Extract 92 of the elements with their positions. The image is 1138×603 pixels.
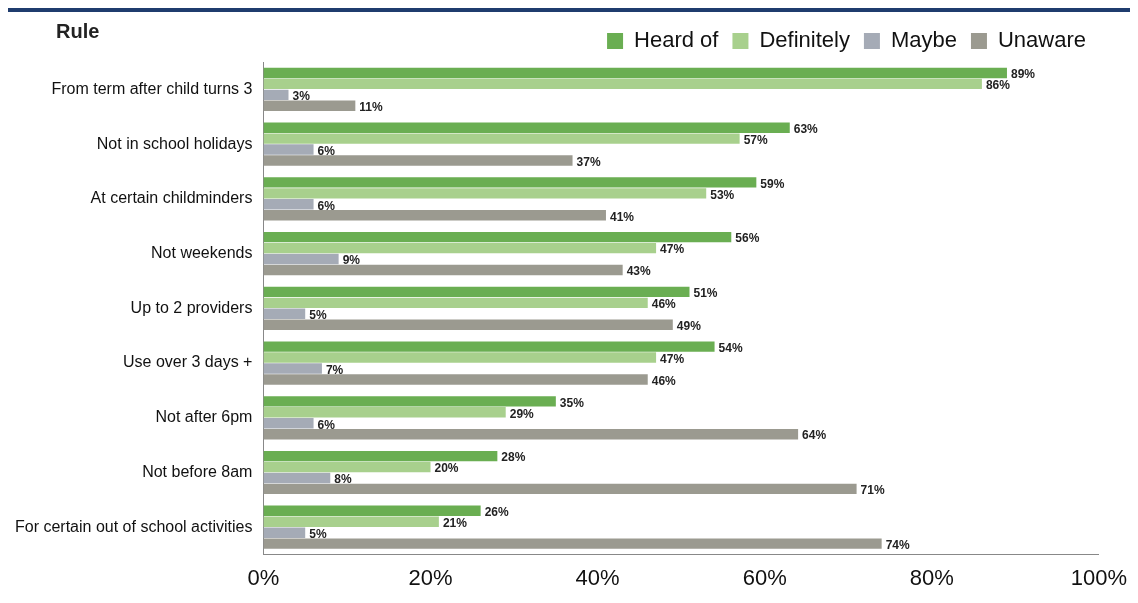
- data-label: 63%: [793, 121, 819, 136]
- x-tick-label: 0%: [247, 564, 280, 590]
- bar: [263, 78, 982, 90]
- y-tick-label: Up to 2 providers: [130, 298, 253, 316]
- bar: [263, 210, 606, 221]
- data-label: 35%: [559, 395, 585, 410]
- y-tick-label: Not before 8am: [142, 462, 253, 480]
- bar: [263, 396, 556, 407]
- bar: [263, 297, 648, 309]
- data-label: 20%: [434, 461, 459, 476]
- data-label: 51%: [693, 286, 718, 301]
- data-label: 6%: [317, 417, 336, 432]
- data-label: 6%: [317, 143, 336, 158]
- data-label: 7%: [325, 362, 344, 377]
- data-label: 89%: [1010, 67, 1036, 82]
- bar: [263, 122, 790, 133]
- x-tick-label: 100%: [1070, 564, 1128, 590]
- bar: [263, 450, 498, 462]
- data-label: 5%: [309, 527, 327, 542]
- bar: [263, 341, 715, 352]
- data-label: 64%: [802, 428, 827, 443]
- data-label: 37%: [576, 154, 601, 169]
- bar: [263, 133, 740, 144]
- data-label: 28%: [501, 450, 526, 465]
- data-label: 21%: [442, 516, 468, 531]
- bar: [263, 363, 322, 374]
- x-tick-label: 20%: [408, 564, 453, 590]
- data-label: 9%: [342, 253, 361, 268]
- data-label: 41%: [609, 209, 635, 224]
- bar: [263, 374, 648, 385]
- bar: [263, 483, 857, 495]
- data-label: 5%: [309, 308, 327, 323]
- bar: [263, 253, 339, 265]
- bar: [263, 231, 732, 243]
- data-label: 29%: [509, 406, 535, 421]
- data-label: 3%: [292, 89, 311, 104]
- bar: [263, 199, 314, 210]
- bar: [263, 516, 439, 527]
- bar: [263, 264, 623, 276]
- bar: [263, 286, 690, 298]
- bar: [263, 155, 573, 166]
- data-label: 43%: [626, 264, 652, 279]
- y-tick-label: For certain out of school activities: [15, 517, 253, 535]
- bar: [263, 472, 331, 484]
- y-tick-label: At certain childminders: [90, 189, 253, 207]
- legend-label: Unaware: [997, 27, 1086, 53]
- data-label: 46%: [651, 297, 677, 312]
- bar: [263, 538, 882, 549]
- y-tick-label: From term after child turns 3: [51, 79, 253, 97]
- data-label: 46%: [651, 373, 677, 388]
- x-tick-label: 80%: [909, 564, 954, 590]
- bar: [263, 188, 707, 199]
- data-label: 8%: [334, 472, 352, 487]
- bar: [263, 67, 1007, 79]
- y-tick-label: Not in school holidays: [96, 134, 253, 152]
- data-label: 57%: [743, 132, 768, 147]
- data-label: 74%: [885, 537, 910, 552]
- y-axis-title: Rule: [56, 19, 100, 42]
- y-tick-label: Not after 6pm: [155, 408, 253, 426]
- y-tick-label: Not weekends: [151, 243, 253, 261]
- data-label: 6%: [317, 198, 336, 213]
- bar: [263, 144, 314, 155]
- legend-label: Definitely: [759, 27, 850, 53]
- bar: [263, 308, 306, 319]
- data-label: 49%: [676, 319, 702, 334]
- data-label: 47%: [660, 242, 685, 257]
- data-label: 56%: [735, 231, 760, 246]
- legend-label: Maybe: [890, 27, 957, 53]
- legend-label: Heard of: [634, 27, 720, 53]
- bar: [263, 505, 481, 517]
- bar: [263, 407, 506, 418]
- x-tick-label: 60%: [742, 564, 787, 590]
- data-label: 11%: [359, 100, 384, 115]
- bar: [263, 242, 657, 254]
- y-tick-label: Use over 3 days +: [123, 353, 253, 371]
- bar: [263, 100, 356, 111]
- bar: [263, 461, 431, 473]
- data-label: 59%: [760, 176, 785, 191]
- bar: [263, 177, 757, 188]
- data-label: 26%: [484, 505, 509, 520]
- bar: [263, 319, 673, 330]
- data-label: 54%: [718, 340, 743, 355]
- data-label: 53%: [710, 187, 735, 202]
- bar: [263, 89, 289, 101]
- bar: [263, 352, 657, 363]
- bar: [263, 418, 314, 429]
- bar: [263, 527, 306, 538]
- x-tick-label: 40%: [575, 564, 620, 590]
- data-label: 86%: [985, 78, 1011, 93]
- data-label: 71%: [860, 483, 885, 498]
- bar: [263, 428, 799, 440]
- data-label: 47%: [660, 351, 685, 366]
